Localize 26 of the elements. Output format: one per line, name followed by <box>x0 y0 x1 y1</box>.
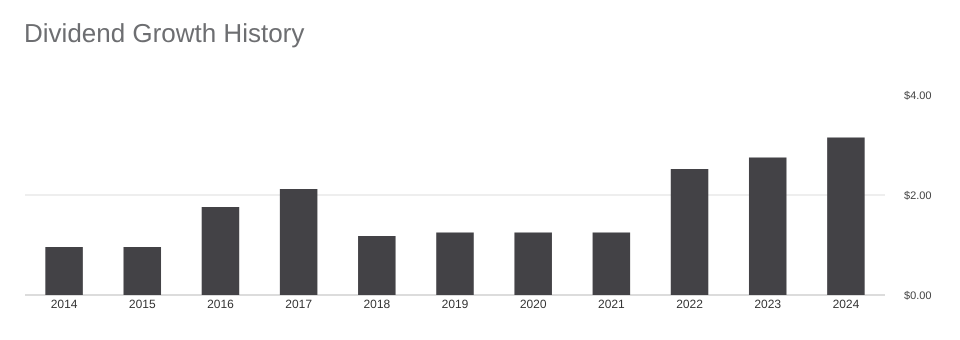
x-tick-label: 2023 <box>754 297 782 311</box>
bar <box>514 232 552 295</box>
bar <box>280 189 318 295</box>
bar <box>748 158 786 295</box>
x-tick-label: 2018 <box>363 297 390 311</box>
bar <box>124 247 162 295</box>
y-tick-label: $2.00 <box>904 190 932 202</box>
y-tick-label: $4.00 <box>904 90 932 102</box>
x-tick-label: 2020 <box>520 297 547 311</box>
bar <box>592 232 630 295</box>
bar <box>436 232 474 295</box>
chart-title: Dividend Growth History <box>24 18 304 48</box>
x-tick-label: 2022 <box>676 297 704 311</box>
bar <box>670 169 708 295</box>
x-tick-label: 2015 <box>128 297 156 311</box>
bar <box>202 207 240 295</box>
x-tick-label: 2024 <box>832 297 860 311</box>
bar <box>827 138 865 295</box>
bar <box>45 247 83 295</box>
bar <box>358 236 396 295</box>
y-tick-label: $0.00 <box>904 290 932 302</box>
x-tick-label: 2016 <box>207 297 234 311</box>
x-tick-label: 2019 <box>442 297 469 311</box>
x-tick-label: 2014 <box>50 297 78 311</box>
x-tick-label: 2017 <box>285 297 312 311</box>
x-tick-label: 2021 <box>598 297 626 311</box>
